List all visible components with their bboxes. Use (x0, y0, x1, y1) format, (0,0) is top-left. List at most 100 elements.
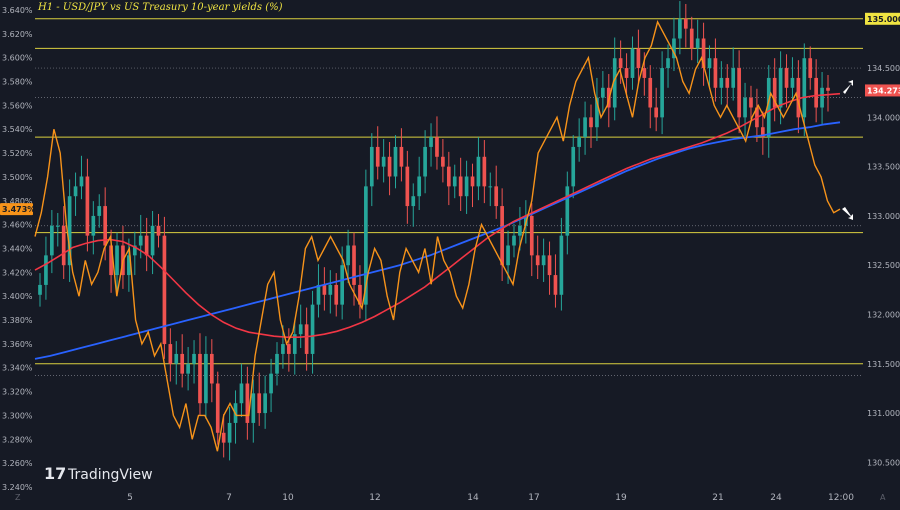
left-tick-label-7: 3.380% (2, 316, 33, 325)
right-axis: 130.500 131.000 131.500 132.000 132.500 133.0… (865, 12, 900, 467)
candle-body-20 (156, 225, 161, 236)
candle-body-47 (316, 284, 321, 305)
candle-body-46 (310, 304, 315, 354)
price-current-label: 134.273 (867, 86, 900, 95)
candle-body-36 (251, 393, 256, 423)
candle-body-2 (50, 225, 54, 256)
candle-body-104 (654, 107, 659, 118)
right-tick-label-6: 133.500 (867, 163, 900, 172)
line-series (34, 19, 841, 452)
x-tick-label-6: 19 (615, 493, 627, 503)
candle-body-60 (393, 146, 398, 177)
candle-body-37 (257, 393, 262, 414)
candle-body-97 (612, 58, 617, 108)
candle-body-130 (808, 58, 813, 78)
candle-body-108 (678, 18, 682, 39)
candle-body-105 (660, 68, 664, 118)
candle-body-53 (352, 245, 356, 285)
tradingview-logo: 17 TradingView (44, 464, 153, 483)
x-tick-label-9: 12:00 (828, 493, 854, 503)
candle-body-25 (186, 363, 190, 374)
candle-body-68 (441, 156, 445, 167)
timezone-icon[interactable]: Z (15, 493, 21, 502)
candle-body-73 (470, 176, 475, 187)
candle-body-91 (577, 137, 581, 147)
candle-body-7 (79, 176, 84, 187)
candle-body-88 (559, 235, 564, 295)
candle-body-40 (275, 353, 279, 374)
left-tick-label-1: 3.260% (2, 459, 33, 468)
arrow-up-right-icon (843, 80, 853, 94)
auto-scale-icon[interactable]: A (880, 493, 886, 502)
left-tick-label-3: 3.300% (2, 411, 33, 420)
candle-body-42 (287, 344, 291, 354)
candle-body-76 (488, 186, 493, 188)
candle-body-70 (452, 176, 457, 187)
candle-body-72 (464, 176, 469, 197)
yield-current-badge (0, 203, 33, 216)
candle-body-122 (760, 127, 765, 138)
left-tick-label-0: 3.240% (2, 483, 33, 492)
candle-body-79 (506, 245, 510, 266)
level-135-label: 135.000 (867, 15, 900, 24)
left-tick-label-12: 3.480% (2, 197, 33, 206)
x-tick-label-7: 21 (712, 493, 723, 503)
candle-body-32 (227, 422, 232, 443)
candle-body-4 (61, 225, 66, 266)
candle-body-12 (109, 245, 113, 276)
arrow-indicator-upper (843, 80, 853, 94)
moving-average-long-line (34, 121, 841, 360)
x-tick-label-1: 7 (226, 493, 232, 503)
candle-body-49 (328, 284, 333, 295)
candle-body-69 (446, 166, 451, 187)
candle-body-18 (144, 235, 149, 256)
candle-body-62 (405, 166, 410, 207)
candle-body-54 (358, 284, 362, 305)
moving-average-short-line (34, 92, 841, 338)
left-tick-label-16: 3.560% (2, 101, 33, 110)
left-axis: 3.240% 3.260% 3.280% 3.300% 3.320% 3.340% 3.36… (0, 6, 35, 492)
candle-body-48 (322, 284, 327, 295)
candle-body-66 (429, 137, 433, 147)
candle-body-15 (127, 255, 131, 276)
right-tick-label-3: 132.000 (867, 311, 900, 320)
candle-body-92 (583, 117, 587, 138)
right-tick-label-8: 134.500 (867, 64, 900, 73)
candle-body-78 (500, 206, 504, 266)
x-tick-label-8: 24 (770, 493, 782, 503)
candle-body-22 (168, 344, 173, 364)
left-tick-label-4: 3.320% (2, 388, 33, 397)
candle-body-85 (541, 255, 546, 266)
right-tick-label-7: 134.000 (867, 113, 900, 122)
candle-body-26 (192, 353, 196, 364)
candle-body-35 (245, 383, 250, 423)
left-tick-label-13: 3.500% (2, 173, 33, 182)
candle-body-84 (535, 255, 540, 266)
candle-body-0 (38, 284, 42, 295)
candle-body-86 (547, 255, 552, 276)
left-tick-label-9: 3.420% (2, 268, 33, 277)
x-tick-label-4: 14 (467, 493, 479, 503)
candle-body-102 (642, 68, 647, 78)
candle-body-100 (630, 48, 635, 78)
candle-body-41 (281, 344, 285, 354)
candle-body-87 (553, 275, 558, 295)
candle-body-77 (494, 186, 499, 207)
candle-body-67 (435, 137, 439, 157)
candle-body-28 (204, 353, 208, 404)
left-tick-label-15: 3.540% (2, 125, 33, 134)
candle-body-99 (624, 68, 629, 78)
candle-body-131 (814, 77, 818, 108)
candle-body-39 (269, 373, 273, 394)
arrow-down-right-icon (842, 207, 853, 220)
candle-body-45 (304, 324, 309, 354)
left-tick-label-8: 3.400% (2, 292, 33, 301)
candle-body-71 (458, 176, 463, 197)
candle-body-133 (826, 87, 830, 91)
candle-body-74 (476, 156, 481, 187)
candle-body-16 (132, 245, 137, 256)
right-tick-label-5: 133.000 (867, 212, 900, 221)
candle-body-57 (375, 146, 380, 167)
left-tick-label-18: 3.600% (2, 54, 33, 63)
